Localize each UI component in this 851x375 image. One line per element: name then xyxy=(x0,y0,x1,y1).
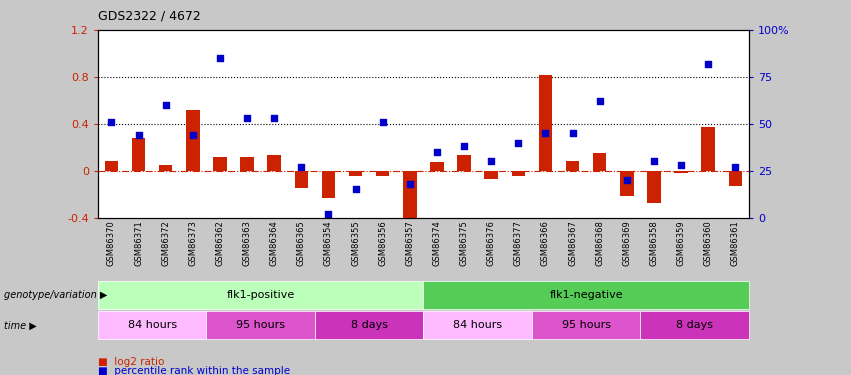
Text: 84 hours: 84 hours xyxy=(453,320,502,330)
Bar xyxy=(105,161,118,171)
Bar xyxy=(186,110,200,171)
Text: 95 hours: 95 hours xyxy=(236,320,285,330)
Text: ■  percentile rank within the sample: ■ percentile rank within the sample xyxy=(98,366,290,375)
Bar xyxy=(457,155,471,171)
Point xyxy=(566,130,580,136)
Point xyxy=(457,143,471,149)
Point xyxy=(539,130,552,136)
Text: genotype/variation ▶: genotype/variation ▶ xyxy=(4,290,107,300)
Point xyxy=(511,140,525,146)
Text: 84 hours: 84 hours xyxy=(128,320,177,330)
Text: ■  log2 ratio: ■ log2 ratio xyxy=(98,357,164,367)
Bar xyxy=(674,171,688,173)
Bar xyxy=(620,171,634,196)
Point xyxy=(267,115,281,121)
Point xyxy=(132,132,146,138)
Bar xyxy=(159,165,173,171)
Point xyxy=(728,164,742,170)
Bar xyxy=(484,171,498,179)
Text: GDS2322 / 4672: GDS2322 / 4672 xyxy=(98,9,201,22)
Point xyxy=(294,164,308,170)
Point xyxy=(593,98,607,104)
Text: flk1-negative: flk1-negative xyxy=(549,290,623,300)
Bar xyxy=(294,171,308,188)
Bar xyxy=(701,127,715,171)
Text: flk1-positive: flk1-positive xyxy=(226,290,294,300)
Bar xyxy=(322,171,335,198)
Point xyxy=(186,132,200,138)
Bar xyxy=(539,75,552,171)
Bar xyxy=(647,171,660,203)
Bar xyxy=(349,171,363,177)
Bar xyxy=(593,153,607,171)
Bar xyxy=(430,162,443,171)
Point xyxy=(403,181,417,187)
Bar xyxy=(376,171,390,177)
Point xyxy=(430,149,443,155)
Bar xyxy=(403,171,417,224)
Bar xyxy=(132,138,146,171)
Point xyxy=(701,61,715,67)
Point xyxy=(674,162,688,168)
Point xyxy=(349,186,363,192)
Bar xyxy=(213,157,226,171)
Bar xyxy=(511,171,525,177)
Bar xyxy=(566,161,580,171)
Point xyxy=(159,102,173,108)
Text: 95 hours: 95 hours xyxy=(562,320,611,330)
Point xyxy=(620,177,634,183)
Point xyxy=(376,119,390,125)
Text: 8 days: 8 days xyxy=(351,320,387,330)
Bar xyxy=(240,157,254,171)
Point xyxy=(213,55,226,61)
Bar xyxy=(728,171,742,186)
Point xyxy=(322,211,335,217)
Point xyxy=(105,119,118,125)
Point xyxy=(484,158,498,164)
Point xyxy=(240,115,254,121)
Text: time ▶: time ▶ xyxy=(4,320,37,330)
Point xyxy=(647,158,660,164)
Text: 8 days: 8 days xyxy=(677,320,713,330)
Bar xyxy=(267,155,281,171)
